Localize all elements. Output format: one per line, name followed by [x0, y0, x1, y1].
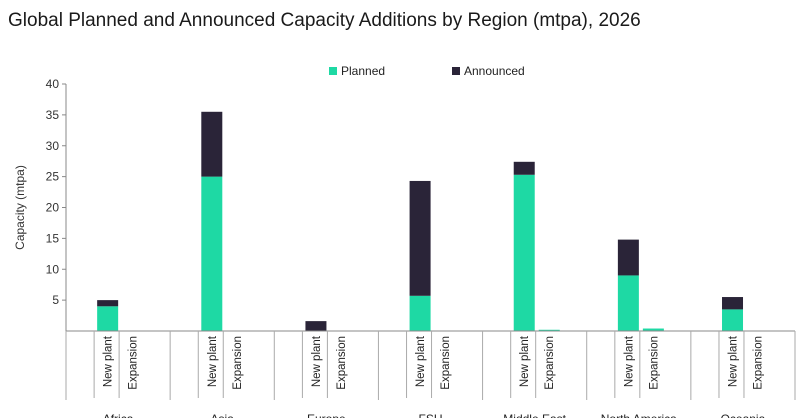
x-sub-label: Expansion: [336, 336, 348, 390]
y-tick-label: 15: [46, 231, 60, 245]
x-region-label: Middle East: [503, 412, 566, 418]
x-sub-label: New plant: [103, 335, 115, 387]
x-sub-label: Expansion: [128, 336, 140, 390]
bar-announced-asia-new-plant: [201, 111, 223, 177]
x-sub-label: New plant: [207, 335, 219, 387]
x-region-label: FSU: [419, 412, 443, 418]
x-sub-label: New plant: [519, 335, 531, 387]
bar-planned-africa-new-plant: [97, 306, 119, 331]
bar-announced-europe-new-plant: [305, 321, 327, 331]
legend-label-announced: Announced: [464, 64, 525, 78]
bar-planned-north-america-new-plant: [617, 275, 639, 331]
bar-announced-middle-east-new-plant: [513, 161, 535, 175]
bar-series: [97, 111, 744, 331]
x-region-label: Oceania: [721, 412, 766, 418]
y-axis-title: Capacity (mtpa): [13, 165, 27, 250]
y-tick-label: 25: [46, 170, 60, 184]
legend-swatch-announced: [452, 67, 460, 75]
chart-title: Global Planned and Announced Capacity Ad…: [8, 10, 641, 31]
bar-planned-oceania-new-plant: [722, 309, 744, 331]
y-axis: 5 10 15 20 25 30 35 40 Capacity (mtpa): [13, 77, 67, 331]
x-sub-label: Expansion: [753, 336, 765, 390]
bar-planned-fsu-new-plant: [409, 295, 431, 331]
legend: Planned Announced: [329, 64, 525, 78]
x-sub-label: New plant: [623, 335, 635, 387]
y-tick-label: 30: [46, 139, 60, 153]
x-sub-label: Expansion: [440, 336, 452, 390]
bar-planned-asia-new-plant: [201, 176, 223, 331]
x-sub-label: Expansion: [544, 336, 556, 390]
bar-announced-north-america-new-plant: [617, 239, 639, 276]
x-sub-label: Expansion: [232, 336, 244, 390]
x-region-label: Asia: [211, 412, 235, 418]
bar-planned-middle-east-new-plant: [513, 174, 535, 331]
x-sub-label: Expansion: [648, 336, 660, 390]
y-tick-label: 20: [46, 201, 60, 215]
x-sub-label: New plant: [728, 335, 740, 387]
x-region-label: Europe: [307, 412, 346, 418]
x-region-label: Africa: [103, 412, 134, 418]
x-sub-label: New plant: [415, 335, 427, 387]
x-sub-label: New plant: [311, 335, 323, 387]
y-tick-label: 10: [46, 262, 60, 276]
bar-announced-africa-new-plant: [97, 300, 119, 307]
bar-planned-north-america-expansion: [642, 328, 664, 331]
y-tick-label: 40: [46, 77, 60, 91]
x-axis: New plant Expansion Africa New plant Expansi…: [65, 330, 796, 418]
bar-announced-oceania-new-plant: [722, 297, 744, 310]
x-region-label: North America: [601, 412, 677, 418]
y-tick-label: 35: [46, 108, 60, 122]
bar-planned-middle-east-expansion: [538, 329, 560, 331]
legend-swatch-planned: [329, 67, 337, 75]
y-tick-label: 5: [52, 293, 59, 307]
legend-label-planned: Planned: [341, 64, 385, 78]
bar-announced-fsu-new-plant: [409, 180, 431, 296]
